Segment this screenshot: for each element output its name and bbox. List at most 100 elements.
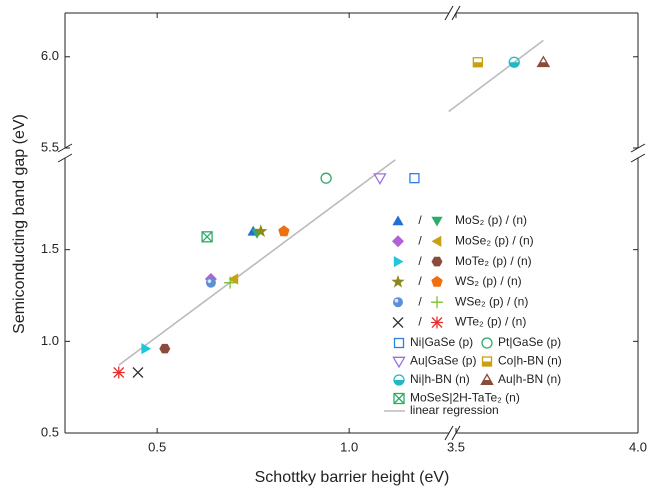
marker-shape — [207, 279, 212, 283]
marker-shape — [431, 256, 443, 267]
data-point — [393, 256, 404, 268]
data-point — [409, 173, 420, 184]
data-point — [508, 56, 520, 68]
x-tick-label: 3.5 — [447, 439, 465, 454]
data-point — [431, 275, 443, 287]
legend-label: Pt|GaSe (p) — [498, 335, 561, 349]
data-point — [431, 296, 443, 309]
data-point — [201, 231, 213, 243]
marker-shape — [132, 367, 144, 378]
data-point — [481, 337, 493, 349]
legend-label: Ni|GaSe (p) — [410, 335, 473, 349]
marker-shape — [205, 277, 216, 288]
marker-shape — [393, 374, 405, 386]
x-tick-label: 4.0 — [629, 439, 647, 454]
x-tick-label: 1.0 — [340, 439, 358, 454]
y-tick-label: 1.0 — [41, 333, 59, 348]
data-point — [141, 343, 152, 355]
y-tick-label: 0.5 — [41, 424, 59, 439]
y-tick-label: 6.0 — [41, 48, 59, 63]
marker-shape — [393, 297, 403, 308]
marker-shape — [393, 337, 405, 349]
data-point — [132, 367, 144, 378]
data-point — [224, 276, 237, 289]
axis-break — [444, 425, 454, 441]
legend-separator: / — [418, 254, 422, 268]
marker-shape — [112, 366, 125, 379]
marker-shape — [393, 256, 404, 268]
data-point — [392, 356, 406, 369]
marker-shape — [320, 172, 332, 184]
legend-separator: / — [418, 294, 422, 308]
legend-separator: / — [418, 274, 422, 288]
data-point — [431, 256, 443, 267]
marker-shape — [508, 56, 520, 68]
marker-shape — [431, 316, 443, 329]
y-axis-title: Semiconducting band gap (eV) — [11, 114, 28, 334]
x-tick-label: 0.5 — [148, 439, 166, 454]
marker-shape — [409, 173, 420, 184]
data-point — [472, 57, 483, 68]
axis-break — [444, 5, 454, 21]
y-tick-label: 1.5 — [41, 241, 59, 256]
axis-break — [57, 153, 73, 163]
marker-shape — [141, 343, 152, 355]
data-point — [159, 343, 171, 354]
marker-shape — [431, 216, 443, 227]
y-tick-label: 5.5 — [41, 139, 59, 154]
legend-separator: / — [418, 233, 422, 247]
data-point — [393, 392, 405, 405]
marker-shape — [537, 62, 550, 67]
data-point — [392, 215, 404, 226]
marker-shape — [392, 215, 404, 226]
data-point — [278, 225, 290, 237]
data-point — [480, 373, 494, 385]
marker-shape — [431, 235, 442, 247]
marker-shape — [201, 231, 213, 243]
data-point — [431, 216, 443, 227]
legend-label: linear regression — [410, 403, 499, 417]
legend-label: Ni|h-BN (n) — [410, 372, 470, 386]
marker-shape — [393, 392, 405, 405]
marker-shape — [278, 225, 290, 237]
marker-shape — [391, 274, 405, 288]
axis-break — [630, 153, 646, 163]
marker-shape — [482, 361, 492, 366]
regression-line — [118, 159, 396, 366]
legend-label: WS₂ (p) / (n) — [455, 274, 522, 288]
data-point — [393, 337, 405, 349]
marker-shape — [392, 317, 404, 328]
marker-shape — [373, 173, 387, 186]
marker-shape — [392, 235, 404, 248]
marker-shape — [481, 337, 493, 349]
marker-shape — [431, 275, 443, 287]
data-point — [320, 172, 332, 184]
legend-label: MoSe₂ (p) / (n) — [455, 233, 534, 247]
marker-shape — [481, 356, 493, 367]
marker-shape — [393, 393, 405, 404]
data-point — [536, 55, 551, 68]
marker-shape — [394, 298, 399, 303]
marker-shape — [159, 343, 171, 354]
data-point — [393, 297, 403, 308]
data-point — [205, 277, 216, 288]
marker-shape — [254, 224, 268, 237]
marker-shape — [472, 57, 483, 68]
data-point — [431, 316, 443, 329]
marker-shape — [224, 276, 237, 289]
data-point — [392, 235, 404, 248]
legend-label: MoS₂ (p) / (n) — [455, 213, 527, 227]
data-point — [112, 366, 125, 379]
marker-shape — [536, 55, 551, 68]
data-point — [393, 374, 405, 386]
marker-shape — [431, 296, 443, 309]
data-point — [392, 317, 404, 328]
legend-label: MoSeS|2H-TaTe₂ (n) — [410, 391, 520, 405]
data-point — [254, 224, 268, 237]
x-axis-title: Schottky barrier height (eV) — [255, 469, 450, 486]
data-point — [228, 273, 239, 285]
legend-separator: / — [418, 315, 422, 329]
marker-shape — [480, 373, 494, 385]
data-point — [481, 356, 493, 367]
